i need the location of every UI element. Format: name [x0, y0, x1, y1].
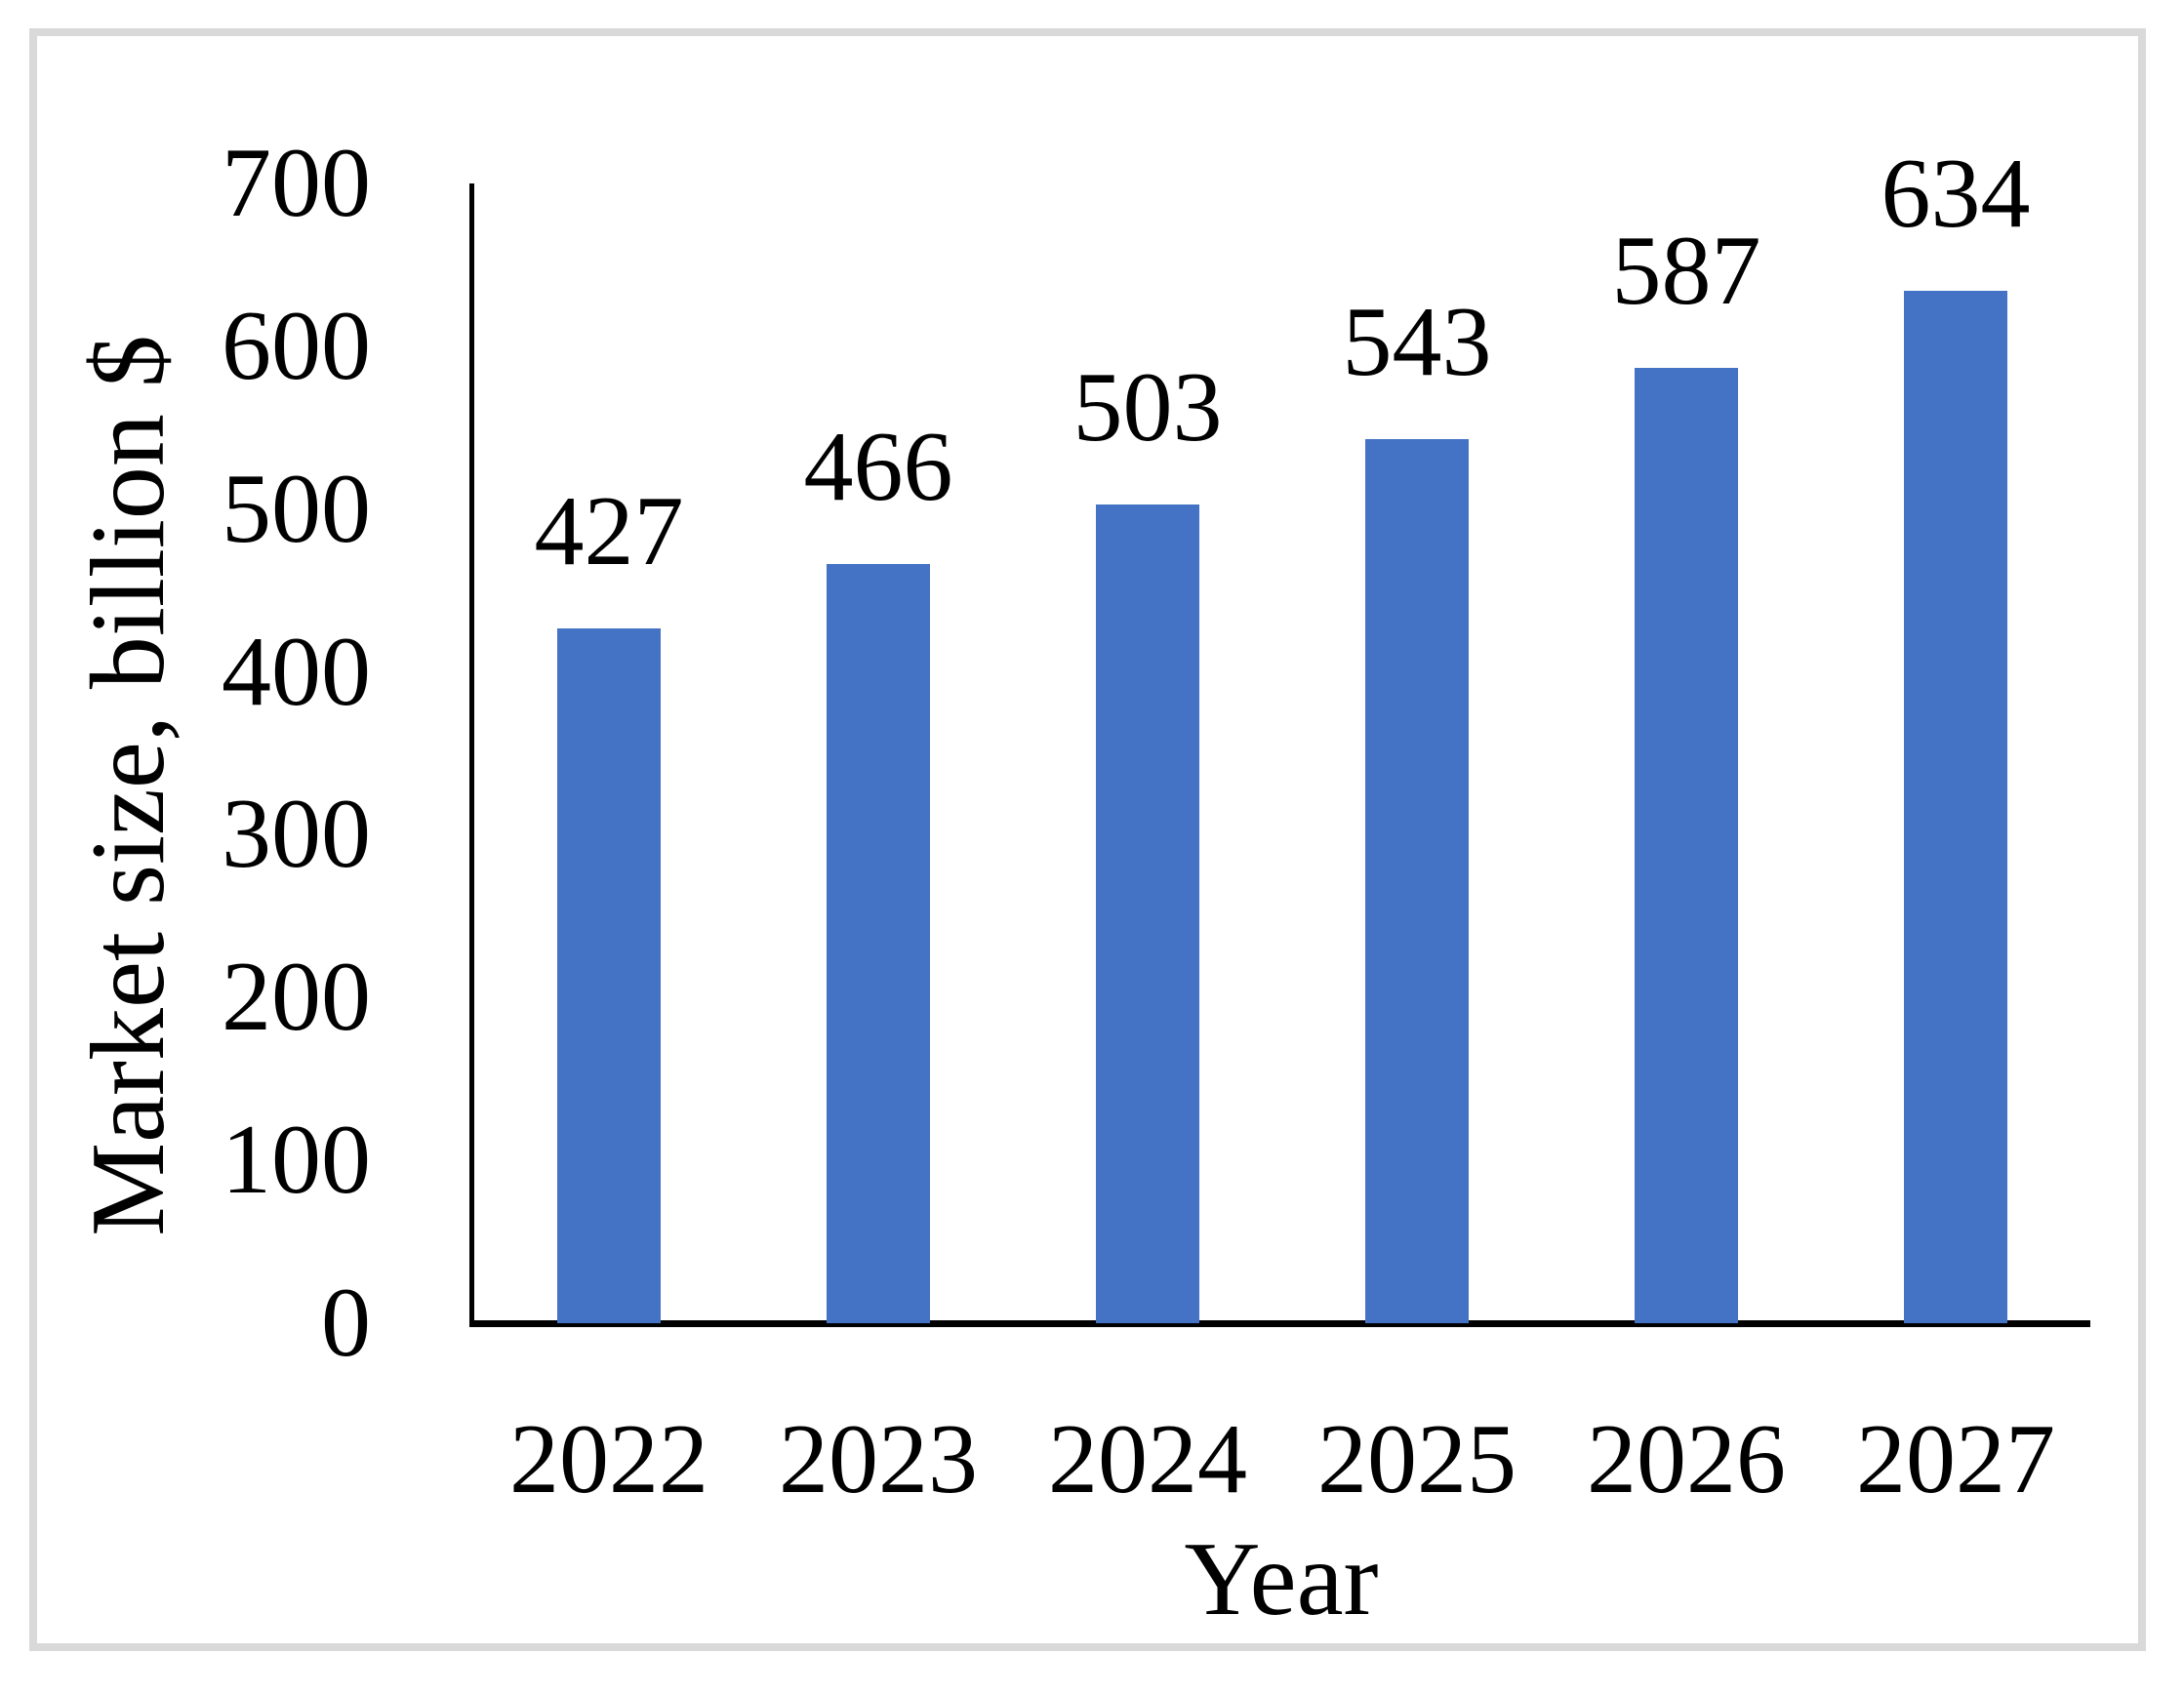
x-tick-label: 2027	[1856, 1404, 2055, 1514]
plot-area: 427 466 503 543 587 634	[469, 144, 2090, 1327]
x-axis-title: Year	[1184, 1521, 1379, 1637]
x-tick-label: 2024	[1048, 1404, 1247, 1514]
bar-2025	[1365, 439, 1469, 1323]
y-tick-label: 0	[321, 1268, 371, 1378]
bar-2023	[827, 564, 930, 1323]
x-tick-label: 2026	[1587, 1404, 1786, 1514]
bar-2026	[1635, 367, 1738, 1323]
bar-value-label: 466	[803, 412, 953, 523]
y-tick-label: 100	[222, 1105, 371, 1216]
bar-value-label: 587	[1611, 215, 1761, 326]
bar-value-label: 634	[1881, 139, 2031, 250]
bar-value-label: 427	[534, 475, 684, 586]
y-tick-label: 500	[222, 453, 371, 564]
bar-2027	[1904, 291, 2007, 1323]
y-tick-label: 300	[222, 779, 371, 890]
y-tick-label: 700	[222, 128, 371, 238]
y-tick-label: 200	[222, 942, 371, 1053]
x-tick-label: 2025	[1317, 1404, 1517, 1514]
bar-value-label: 543	[1342, 287, 1492, 397]
x-tick-label: 2022	[509, 1404, 708, 1514]
y-tick-label: 600	[222, 290, 371, 401]
x-axis-line	[469, 1320, 2090, 1327]
bar-value-label: 503	[1072, 351, 1223, 463]
y-axis-line	[469, 183, 474, 1327]
y-tick-label: 400	[222, 616, 371, 727]
x-tick-label: 2023	[779, 1404, 978, 1514]
bar-2024	[1096, 504, 1199, 1323]
bar-2022	[557, 627, 661, 1323]
